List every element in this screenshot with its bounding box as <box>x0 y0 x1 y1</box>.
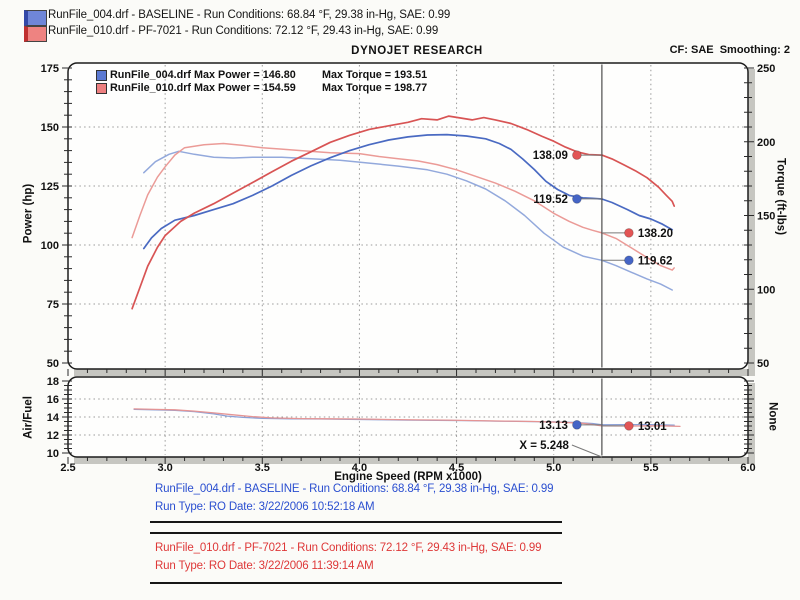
separator-rule-1 <box>150 521 562 523</box>
chart-title: DYNOJET RESEARCH <box>351 45 483 57</box>
chart-panel-0: 175 150 125 100 75 50 250 200 150 100 50 138.09 119.… <box>41 62 775 376</box>
max-torque-baseline: Max Torque = 193.51 <box>322 69 428 81</box>
series-group <box>133 408 681 428</box>
footer-baseline-conditions: RunFile_004.drf - BASELINE - Run Conditi… <box>155 483 554 495</box>
curve-power-runfile-010 <box>131 115 676 310</box>
x-tick-label: 3.5 <box>255 462 270 474</box>
x-tick-label: 2.5 <box>60 462 75 474</box>
max-torque-pf7021: Max Torque = 198.77 <box>322 82 428 94</box>
x-tick-label: 3.0 <box>157 462 172 474</box>
marker-dot <box>624 255 634 266</box>
airfuel-axis-title: Air/Fuel <box>22 396 35 439</box>
smoothing-label: Smoothing: 2 <box>719 44 790 56</box>
footer-pf7021-runtype: Run Type: RO Date: 3/22/2006 11:39:14 AM <box>155 560 374 572</box>
correction-smoothing-label: CF: SAE Smoothing: 2 <box>490 44 790 56</box>
plot-frame <box>67 62 749 370</box>
engine-speed-axis-title: Engine Speed (RPM x1000) <box>334 471 482 483</box>
x-tick-label: 5.5 <box>643 462 658 474</box>
curve-torque-runfile-010 <box>131 142 675 271</box>
legend-square-blue <box>96 70 107 81</box>
cursor-marker-label: 138.09 <box>533 150 568 162</box>
y-right-tick-label: 150 <box>757 211 775 223</box>
y-left-tick-label: 175 <box>41 63 59 75</box>
legend-line-pf7021: RunFile_010.drf - PF-7021 - Run Conditio… <box>48 25 439 37</box>
separator-rule-2 <box>150 532 562 534</box>
legend-swatch-pf7021 <box>24 26 47 42</box>
cursor-marker-label: 138.20 <box>638 228 673 240</box>
cursor-x-label: X = 5.248 <box>519 440 569 452</box>
x-tick-label: 4.5 <box>449 462 464 474</box>
legend-square-red <box>96 83 107 94</box>
y-right-tick-label: 100 <box>757 284 775 296</box>
series-group <box>131 115 676 310</box>
y-left-tick-label: 16 <box>47 394 59 406</box>
footer-pf7021-conditions: RunFile_010.drf - PF-7021 - Run Conditio… <box>155 542 542 554</box>
cursor-x-leader <box>571 444 603 458</box>
none-axis-title: None <box>766 402 779 431</box>
y-right-tick-label: 200 <box>757 137 775 149</box>
y-left-tick-label: 50 <box>47 358 59 370</box>
marker-dot <box>572 150 582 160</box>
curve-torque-runfile-004 <box>143 150 673 291</box>
footer-baseline-runtype: Run Type: RO Date: 3/22/2006 10:52:18 AM <box>155 501 375 513</box>
x-tick-label: 4.0 <box>352 462 367 474</box>
cursor-marker-label: 119.52 <box>533 194 568 206</box>
frame-shadow-right <box>748 69 755 375</box>
y-left-tick-label: 12 <box>47 430 59 442</box>
y-left-tick-label: 125 <box>41 181 59 193</box>
chart-panel-1: 18 16 14 12 102.5 3.0 3.5 4.0 4.5 5.0 5.5 6.0 13.13 1… <box>47 376 756 474</box>
frame-shadow-bottom <box>74 369 755 376</box>
marker-dot <box>572 420 582 430</box>
marker-dot <box>624 228 634 238</box>
x-tick-label: 5.0 <box>546 462 561 474</box>
y-right-tick-label: 250 <box>757 63 775 75</box>
torque-axis-title: Torque (ft-lbs) <box>774 157 787 236</box>
max-power-pf7021: RunFile_010.drf Max Power = 154.59 <box>110 82 296 94</box>
legend-swatch-baseline <box>24 10 47 26</box>
marker-dot <box>572 194 582 204</box>
x-tick-label: 6.0 <box>740 462 755 474</box>
y-right-tick-label: 50 <box>757 358 769 370</box>
power-axis-title: Power (hp) <box>22 183 35 244</box>
y-left-tick-label: 150 <box>41 122 59 134</box>
y-left-tick-label: 10 <box>47 448 59 460</box>
frame-shadow-right <box>748 383 755 463</box>
cursor-marker-label: 119.62 <box>638 255 673 267</box>
y-left-tick-label: 75 <box>47 299 59 311</box>
marker-dot <box>624 421 634 431</box>
separator-rule-3 <box>150 582 562 584</box>
max-power-baseline: RunFile_004.drf Max Power = 146.80 <box>110 69 296 81</box>
cf-label: CF: SAE <box>669 44 714 56</box>
legend-line-baseline: RunFile_004.drf - BASELINE - Run Conditi… <box>48 9 451 21</box>
y-left-tick-label: 18 <box>47 376 59 388</box>
y-left-tick-label: 100 <box>41 240 59 252</box>
cursor-marker-label: 13.13 <box>539 420 568 432</box>
y-left-tick-label: 14 <box>47 412 60 424</box>
cursor-marker-label: 13.01 <box>638 421 667 433</box>
frame-shadow-bottom <box>74 457 755 464</box>
curve-power-runfile-004 <box>142 133 674 250</box>
curve-afr-runfile-010 <box>133 408 681 428</box>
